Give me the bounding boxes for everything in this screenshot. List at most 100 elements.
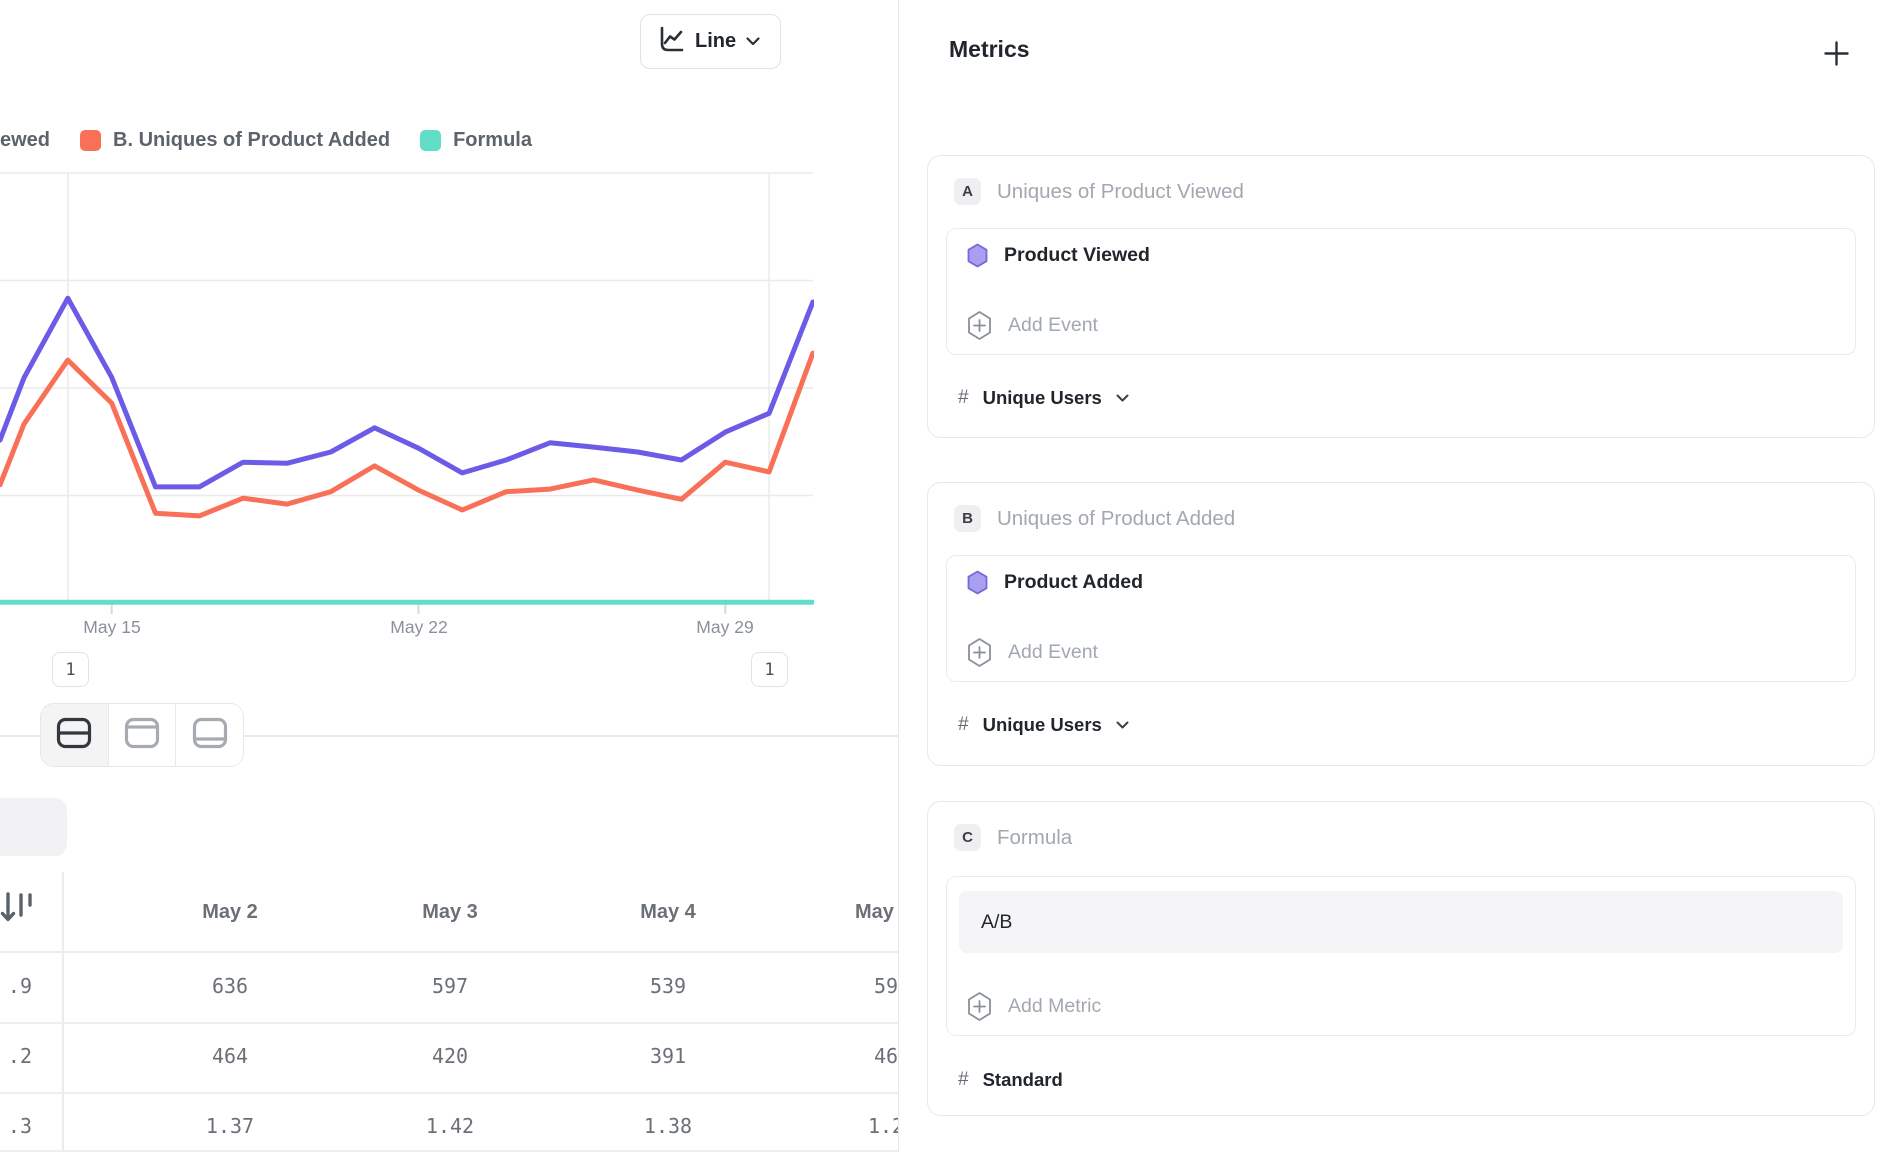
sort-descending-icon[interactable] <box>0 892 40 928</box>
x-tick-label: May 22 <box>390 617 448 637</box>
hash-icon: # <box>958 1069 969 1090</box>
row-divider <box>0 1150 898 1152</box>
annotation-badge[interactable]: 1 <box>52 652 89 687</box>
add-event-label: Add Event <box>1008 640 1098 663</box>
table-cell: 1.42 <box>425 1114 475 1138</box>
chart-type-dropdown[interactable]: Line <box>640 14 782 69</box>
table-cell: 1.2 <box>867 1114 898 1138</box>
table-cell: 1.38 <box>643 1114 693 1138</box>
legend-swatch-teal <box>420 130 442 151</box>
legend-label: B. Uniques of Product Added <box>113 129 391 151</box>
chart-legend: ewed B. Uniques of Product Added Formula <box>0 129 532 152</box>
table-cell: 59 <box>873 974 898 998</box>
formula-value: A/B <box>981 910 1013 933</box>
metric-badge: C <box>954 824 981 851</box>
metrics-panel: Metrics A Uniques of Product Viewed Prod… <box>898 0 1898 1152</box>
chevron-down-icon <box>1116 721 1129 729</box>
card-header: B Uniques of Product Added <box>954 505 1235 532</box>
add-event-label: Add Event <box>1008 313 1098 336</box>
metric-badge: B <box>954 505 981 532</box>
measure-label: Unique Users <box>982 387 1102 408</box>
chart-section: Line ewed B. Uniques of Product Added Fo… <box>0 0 898 1152</box>
add-metric-plus-button[interactable] <box>1821 38 1851 68</box>
column-header[interactable]: May 4 <box>640 901 696 923</box>
line-chart-icon <box>655 24 685 59</box>
frozen-cell: .9 <box>7 974 32 998</box>
x-tick-label: May 29 <box>696 617 754 637</box>
event-box: Product Viewed Add Event <box>946 228 1856 355</box>
column-header[interactable]: May 3 <box>422 901 478 923</box>
table-corner-highlight <box>0 798 67 856</box>
hash-icon: # <box>958 387 969 408</box>
metric-card-b: B Uniques of Product Added Product Added… <box>927 482 1875 766</box>
table-cell: 597 <box>431 974 469 998</box>
table-top-view-icon <box>124 717 160 754</box>
measure-selector[interactable]: # Unique Users <box>958 707 1129 743</box>
row-divider <box>0 1022 898 1024</box>
table-cell: 636 <box>211 974 249 998</box>
legend-label: Formula <box>453 129 532 151</box>
event-row[interactable]: Product Added <box>967 564 1835 600</box>
hexagon-event-icon <box>967 243 988 267</box>
table-cell: 420 <box>431 1044 469 1068</box>
legend-item-b[interactable]: B. Uniques of Product Added <box>80 129 390 152</box>
layout-split-button[interactable] <box>41 704 108 766</box>
hexagon-plus-icon <box>968 637 991 667</box>
event-name: Product Added <box>1004 570 1144 593</box>
chart-svg[interactable] <box>0 160 814 620</box>
legend-label: ewed <box>0 129 51 151</box>
frozen-cell: .2 <box>7 1044 32 1068</box>
table-cell: 464 <box>211 1044 249 1068</box>
legend-swatch-orange <box>80 130 102 151</box>
row-divider <box>0 1092 898 1094</box>
column-header[interactable]: May 2 <box>202 901 258 923</box>
table-cell: 46 <box>873 1044 898 1068</box>
section-divider <box>0 735 898 737</box>
annotation-badge[interactable]: 1 <box>751 652 788 687</box>
measure-selector[interactable]: # Unique Users <box>958 380 1129 416</box>
hash-icon: # <box>958 714 969 735</box>
table-bottom-view-icon <box>192 717 228 754</box>
layout-table-bottom-button[interactable] <box>175 704 243 766</box>
event-name: Product Viewed <box>1004 243 1150 266</box>
add-metric-row[interactable]: Add Metric <box>967 988 1835 1024</box>
card-header: A Uniques of Product Viewed <box>954 178 1244 205</box>
table-cell: 391 <box>649 1044 687 1068</box>
frozen-cell: .3 <box>7 1114 32 1138</box>
chevron-down-icon <box>1116 394 1129 402</box>
add-metric-label: Add Metric <box>1008 994 1102 1017</box>
event-row[interactable]: Product Viewed <box>967 237 1835 273</box>
metric-title[interactable]: Formula <box>997 825 1073 849</box>
hexagon-plus-icon <box>968 991 991 1021</box>
metric-card-a: A Uniques of Product Viewed Product View… <box>927 155 1875 438</box>
chart-type-label: Line <box>695 30 737 52</box>
panel-title: Metrics <box>949 36 1030 62</box>
split-view-icon <box>56 717 92 754</box>
chevron-down-icon <box>746 33 760 51</box>
card-header: C Formula <box>954 824 1072 851</box>
measure-label: Unique Users <box>982 714 1102 735</box>
hexagon-event-icon <box>967 570 988 594</box>
metric-badge: A <box>954 178 981 205</box>
legend-item-a-clipped[interactable]: ewed <box>0 129 50 152</box>
table-cell: 1.37 <box>205 1114 255 1138</box>
column-header[interactable]: May <box>855 901 894 923</box>
add-event-row[interactable]: Add Event <box>967 307 1835 343</box>
metric-title[interactable]: Uniques of Product Added <box>997 506 1236 530</box>
layout-toggle <box>40 703 244 767</box>
frozen-column-divider <box>62 872 64 1152</box>
measure-selector[interactable]: # Standard <box>958 1062 1063 1098</box>
add-event-row[interactable]: Add Event <box>967 634 1835 670</box>
x-tick-label: May 15 <box>83 617 141 637</box>
legend-item-formula[interactable]: Formula <box>420 129 532 152</box>
measure-label: Standard <box>982 1069 1063 1090</box>
table-cell: 539 <box>649 974 687 998</box>
formula-box: A/B Add Metric <box>946 876 1856 1036</box>
hexagon-plus-icon <box>968 310 991 340</box>
event-box: Product Added Add Event <box>946 555 1856 682</box>
formula-input[interactable]: A/B <box>959 891 1843 953</box>
layout-table-top-button[interactable] <box>107 704 176 766</box>
metric-card-c: C Formula A/B Add Metric # Standard <box>927 801 1875 1116</box>
metric-title[interactable]: Uniques of Product Viewed <box>997 179 1244 203</box>
